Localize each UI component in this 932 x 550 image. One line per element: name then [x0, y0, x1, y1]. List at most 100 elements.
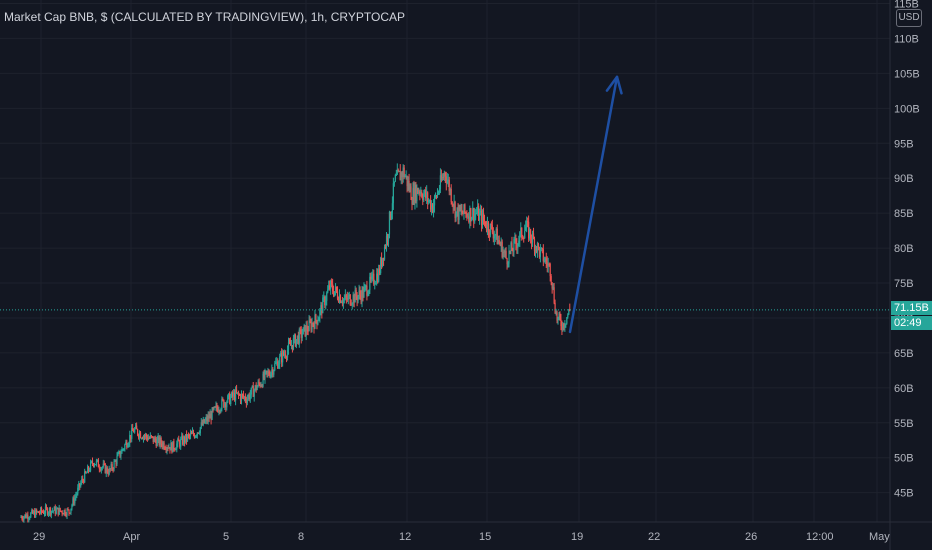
candle-body	[531, 233, 534, 243]
candle-body	[27, 514, 29, 520]
candle-body	[94, 464, 97, 466]
candle-body	[332, 284, 334, 292]
candle-body	[357, 295, 359, 301]
candle-body	[560, 318, 562, 327]
candle-body	[53, 507, 55, 511]
candle-body	[410, 186, 412, 200]
candle-body	[388, 211, 391, 235]
candle-body	[358, 290, 360, 296]
candle-body	[471, 217, 473, 221]
candle-body	[74, 497, 76, 504]
candle-body	[103, 463, 105, 465]
candle-body	[256, 386, 258, 391]
candle-body	[504, 251, 506, 253]
candle-body	[164, 448, 166, 450]
currency-badge[interactable]: USD	[896, 9, 922, 27]
candle-body	[304, 325, 306, 337]
candle-body	[267, 371, 269, 373]
candle-body	[155, 440, 157, 447]
candle-body	[285, 356, 288, 358]
candle-body	[530, 238, 533, 243]
candle-body	[562, 323, 564, 330]
candle-body	[102, 463, 104, 468]
candle-body	[396, 169, 398, 175]
candle-body	[311, 322, 313, 330]
candle-body	[299, 329, 301, 331]
candle-body	[423, 194, 425, 201]
candle-body	[333, 291, 336, 296]
x-tick-label: 12	[399, 531, 411, 543]
candle-body	[428, 200, 430, 202]
candle-body	[424, 190, 426, 195]
candle-body	[290, 345, 293, 347]
candle-body	[548, 263, 550, 265]
candle-body	[454, 201, 456, 218]
candle-body	[537, 243, 540, 248]
candle-body	[88, 466, 90, 471]
candle-body	[468, 216, 470, 222]
candle-body	[534, 246, 537, 252]
candle-body	[191, 431, 194, 434]
candle-body	[334, 286, 337, 292]
candle-body	[234, 392, 236, 401]
candle-body	[561, 326, 563, 330]
candle-body	[546, 262, 548, 267]
candle-body	[65, 514, 67, 516]
candle-body	[165, 448, 167, 451]
candle-body	[202, 419, 204, 426]
candle-body	[558, 313, 560, 318]
candle-body	[237, 392, 240, 395]
candle-body	[281, 353, 283, 363]
candle-body	[152, 436, 154, 443]
candle-body	[188, 434, 191, 436]
candle-body	[153, 437, 155, 443]
candle-body	[75, 495, 77, 498]
candle-body	[514, 238, 516, 240]
candle-body	[405, 175, 407, 177]
candle-body	[342, 299, 344, 304]
candle-body	[447, 179, 449, 181]
candle-body	[480, 210, 482, 213]
candle-body	[480, 210, 483, 226]
candle-body	[69, 512, 71, 514]
candle-body	[265, 370, 267, 372]
candle-body	[249, 394, 251, 400]
candle-body	[389, 211, 392, 219]
candle-body	[220, 409, 222, 412]
candle-body	[186, 434, 188, 441]
candle-body	[162, 442, 164, 447]
candle-body	[245, 400, 247, 404]
candle-body	[108, 468, 110, 475]
candle-body	[465, 212, 467, 214]
candle-body	[499, 242, 501, 246]
candle-body	[199, 427, 201, 434]
candle-body	[365, 285, 367, 287]
candle-body	[156, 439, 158, 447]
candle-body	[333, 291, 335, 296]
candle-body	[99, 468, 101, 471]
candle-body	[526, 221, 528, 227]
candle-body	[479, 212, 481, 221]
candle-body	[327, 289, 329, 293]
candle-body	[252, 385, 254, 397]
candle-body	[136, 425, 138, 430]
candle-body	[538, 247, 540, 257]
candle-body	[535, 246, 538, 252]
candle-body	[100, 467, 102, 471]
candle-body	[441, 177, 443, 181]
candle-body	[395, 174, 397, 176]
candle-body	[264, 371, 266, 379]
candle-body	[45, 506, 48, 509]
candle-body	[114, 460, 116, 462]
candle-body	[238, 394, 241, 396]
candle-body	[212, 408, 214, 410]
candle-body	[262, 373, 264, 387]
candle-body	[222, 398, 224, 401]
candle-body	[271, 369, 273, 373]
candle-body	[110, 464, 112, 470]
candle-body	[160, 437, 162, 444]
candle-body	[123, 449, 125, 451]
candle-body	[259, 383, 261, 387]
